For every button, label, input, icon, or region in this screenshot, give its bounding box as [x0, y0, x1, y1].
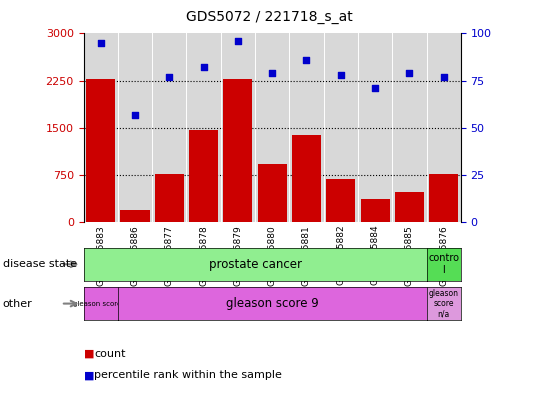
Point [96, 40, 105, 46]
Point [199, 64, 208, 70]
Text: gleason score 9: gleason score 9 [226, 297, 319, 310]
Bar [155, 174, 184, 222]
Text: other: other [3, 299, 32, 309]
Bar [86, 79, 115, 222]
Text: gleason score 8: gleason score 8 [73, 301, 128, 307]
Point [371, 85, 379, 91]
Text: percentile rank within the sample: percentile rank within the sample [94, 370, 282, 380]
Text: disease state: disease state [3, 259, 77, 269]
Point [165, 73, 174, 80]
Point [233, 38, 242, 44]
Point [405, 70, 414, 76]
Text: prostate cancer: prostate cancer [209, 258, 301, 271]
Text: GDS5072 / 221718_s_at: GDS5072 / 221718_s_at [186, 10, 353, 24]
Bar [120, 210, 149, 222]
Bar [361, 199, 390, 222]
Bar [189, 130, 218, 222]
Point [130, 111, 139, 118]
Point [302, 57, 311, 63]
Bar [326, 179, 355, 222]
Text: ■: ■ [84, 349, 94, 359]
Text: contro
l: contro l [428, 253, 459, 275]
Point [336, 72, 345, 78]
Bar [292, 135, 321, 222]
Bar [223, 79, 252, 222]
Bar [258, 163, 287, 222]
Point [439, 73, 448, 80]
Text: ■: ■ [84, 370, 94, 380]
Point [268, 70, 277, 76]
Text: count: count [94, 349, 126, 359]
Bar [429, 174, 458, 222]
Bar [395, 193, 424, 222]
Text: gleason
score
n/a: gleason score n/a [429, 289, 459, 318]
